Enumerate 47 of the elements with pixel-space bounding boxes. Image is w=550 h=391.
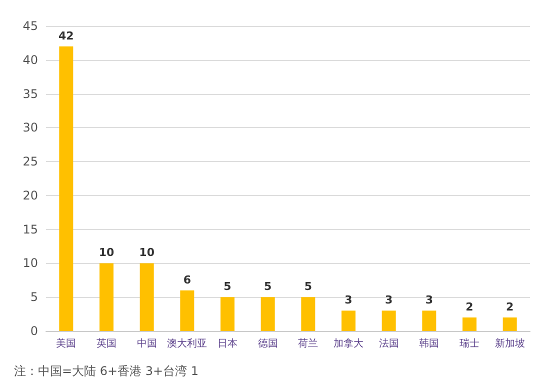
y-tick-label: 20 — [22, 188, 38, 202]
y-tick-label: 15 — [22, 222, 38, 236]
y-tick-label: 40 — [22, 52, 38, 67]
data-label: 3 — [344, 294, 352, 307]
y-tick-label: 25 — [22, 154, 38, 169]
x-tick-label: 荷兰 — [298, 338, 318, 350]
x-tick-label: 韩国 — [419, 338, 440, 350]
data-label: 10 — [139, 246, 155, 260]
x-tick-label: 日本 — [218, 338, 238, 350]
bar — [382, 310, 396, 331]
x-tick-label: 英国 — [96, 338, 116, 350]
data-label: 3 — [385, 294, 393, 307]
data-label: 3 — [425, 294, 433, 307]
x-tick-label: 澳大利亚 — [167, 338, 208, 350]
bar — [462, 317, 476, 331]
x-tick-label: 新加坡 — [494, 338, 525, 350]
data-label: 2 — [466, 300, 474, 314]
x-tick-label: 瑞士 — [460, 338, 480, 350]
bar — [220, 297, 234, 331]
bar — [100, 263, 114, 331]
x-tick-label: 中国 — [136, 338, 157, 350]
data-label: 5 — [264, 280, 272, 294]
data-label: 10 — [98, 246, 114, 260]
bar — [140, 263, 154, 331]
x-tick-label: 加拿大 — [334, 338, 364, 350]
bar — [59, 46, 74, 331]
bar — [502, 317, 517, 331]
text: 注：中国=大陆 6+香港 3+台湾 1 — [14, 364, 199, 378]
data-label: 5 — [224, 280, 232, 294]
data-label: 6 — [183, 273, 192, 286]
bar — [260, 297, 275, 331]
y-tick-label: 35 — [22, 86, 38, 101]
y-tick-label: 5 — [30, 290, 38, 304]
x-tick-label: 德国 — [258, 338, 278, 350]
data-label: 2 — [506, 300, 514, 314]
data-label: 42 — [58, 29, 74, 42]
y-tick-label: 45 — [22, 19, 38, 33]
bar — [342, 310, 356, 331]
y-tick-label: 30 — [22, 120, 38, 135]
bar — [180, 290, 194, 331]
bar — [301, 297, 316, 331]
bar — [422, 310, 436, 331]
y-tick-label: 10 — [22, 256, 38, 270]
x-tick-label: 法国 — [378, 338, 399, 350]
data-label: 5 — [304, 280, 312, 294]
y-tick-label: 0 — [30, 324, 38, 338]
x-tick-label: 美国 — [56, 338, 76, 350]
